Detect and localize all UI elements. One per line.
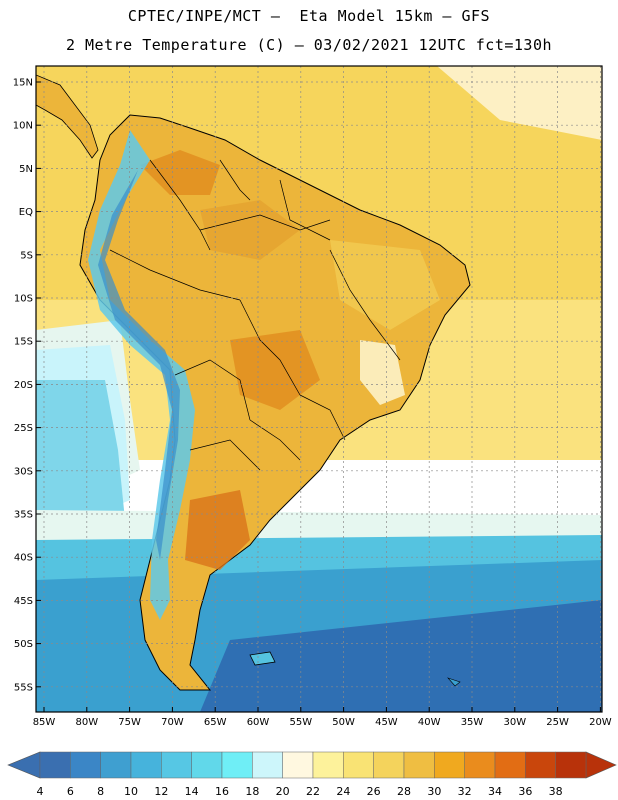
colorbar-label: 14 [185, 785, 199, 798]
lon-label: 35W [461, 717, 484, 728]
lat-label: 5S [20, 250, 33, 261]
lat-label: 20S [14, 380, 33, 391]
colorbar-segment [343, 751, 374, 779]
colorbar-segment [161, 751, 192, 779]
falkland-islands [249, 651, 276, 666]
colorbar-low-arrow [7, 751, 41, 779]
colorbar-segment [100, 751, 132, 779]
lon-label: 40W [418, 717, 441, 728]
lat-label: 45S [14, 596, 33, 607]
colorbar-high-arrow [585, 751, 617, 779]
south-georgia [447, 677, 461, 687]
colorbar-label: 36 [518, 785, 532, 798]
colorbar-segment [39, 751, 71, 779]
lat-label: 15S [14, 337, 33, 348]
lat-label: 25S [14, 423, 33, 434]
colorbar-segment [555, 751, 587, 779]
hot-zone-pampas [185, 490, 250, 570]
lon-label: 60W [247, 717, 270, 728]
colorbar-segment [282, 751, 314, 779]
lon-label: 65W [204, 717, 227, 728]
colorbar-label: 4 [37, 785, 44, 798]
title-line-1: CPTEC/INPE/MCT – Eta Model 15km – GFS [127, 7, 491, 25]
colorbar-segment [434, 751, 465, 779]
colorbar-segment [403, 751, 435, 779]
colorbar-label: 20 [276, 785, 290, 798]
lon-label: 30W [503, 717, 526, 728]
colorbar-segment [494, 751, 526, 779]
colorbar-segment [70, 751, 101, 779]
lon-label: 85W [33, 717, 56, 728]
colorbar-label: 28 [397, 785, 411, 798]
lon-label: 75W [118, 717, 141, 728]
colorbar-label: 24 [336, 785, 350, 798]
hot-zone-venezuela [140, 150, 220, 195]
map-field [36, 66, 602, 712]
colorbar-label: 26 [367, 785, 381, 798]
lat-label: 10N [13, 121, 33, 132]
colorbar-segment [252, 751, 283, 779]
lat-label: 50S [14, 639, 33, 650]
colorbar-label: 32 [458, 785, 472, 798]
colorbar-label: 38 [549, 785, 563, 798]
colorbar-segment [312, 751, 344, 779]
lat-label: 30S [14, 466, 33, 477]
andes-colder-band [98, 170, 180, 560]
title-line-2: 2 Metre Temperature (C) – 03/02/2021 12U… [65, 36, 553, 54]
colorbar-label: 6 [67, 785, 74, 798]
lat-label: 35S [14, 510, 33, 521]
ocean-atlantic-warm [437, 66, 602, 140]
lon-label: 70W [161, 717, 184, 728]
lat-label: 5N [19, 164, 33, 175]
colorbar-label: 8 [97, 785, 104, 798]
hot-zone-amazon [200, 200, 300, 260]
lon-label: 20W [589, 717, 612, 728]
colorbar-segment [221, 751, 253, 779]
country-borders [109, 159, 401, 471]
lat-label: 40S [14, 553, 33, 564]
map-frame [35, 65, 603, 713]
colorbar-label: 30 [427, 785, 441, 798]
central-america-land [36, 74, 99, 159]
lat-label: 10S [14, 294, 33, 305]
warm-zone-northeast [330, 240, 440, 330]
lon-label: 55W [289, 717, 312, 728]
colorbar-segment [525, 751, 556, 779]
lon-label: 45W [375, 717, 398, 728]
lat-label: EQ [19, 207, 33, 218]
colorbar-segment [191, 751, 223, 779]
lat-label: 55S [14, 682, 33, 693]
lon-label: 50W [332, 717, 355, 728]
colorbar-label: 22 [306, 785, 320, 798]
latitude-labels: 15N 10N 5N EQ 5S 10S 15S 20S 25S 30S 35S 40S 45S 50S 5… [13, 78, 41, 693]
brazil-highlands-cool [360, 340, 405, 405]
ocean-south-coldest [200, 600, 602, 712]
colorbar-segment [464, 751, 496, 779]
graticule [36, 66, 602, 712]
colorbar: 4 6 8 10 12 14 16 18 20 22 24 26 28 30 32 34 36 38 [7, 751, 617, 798]
colorbar-label: 16 [215, 785, 229, 798]
colorbar-label: 34 [488, 785, 502, 798]
lon-label: 80W [75, 717, 98, 728]
lon-label: 25W [546, 717, 569, 728]
colorbar-label: 12 [154, 785, 168, 798]
colorbar-segment [130, 751, 162, 779]
lat-label: 15N [13, 78, 33, 89]
colorbar-label: 10 [124, 785, 138, 798]
longitude-labels: 85W 80W 75W 70W 65W 60W 55W 50W 45W 40W 35W 30W 25W 2… [33, 707, 612, 728]
colorbar-segment [373, 751, 405, 779]
colorbar-label: 18 [245, 785, 259, 798]
